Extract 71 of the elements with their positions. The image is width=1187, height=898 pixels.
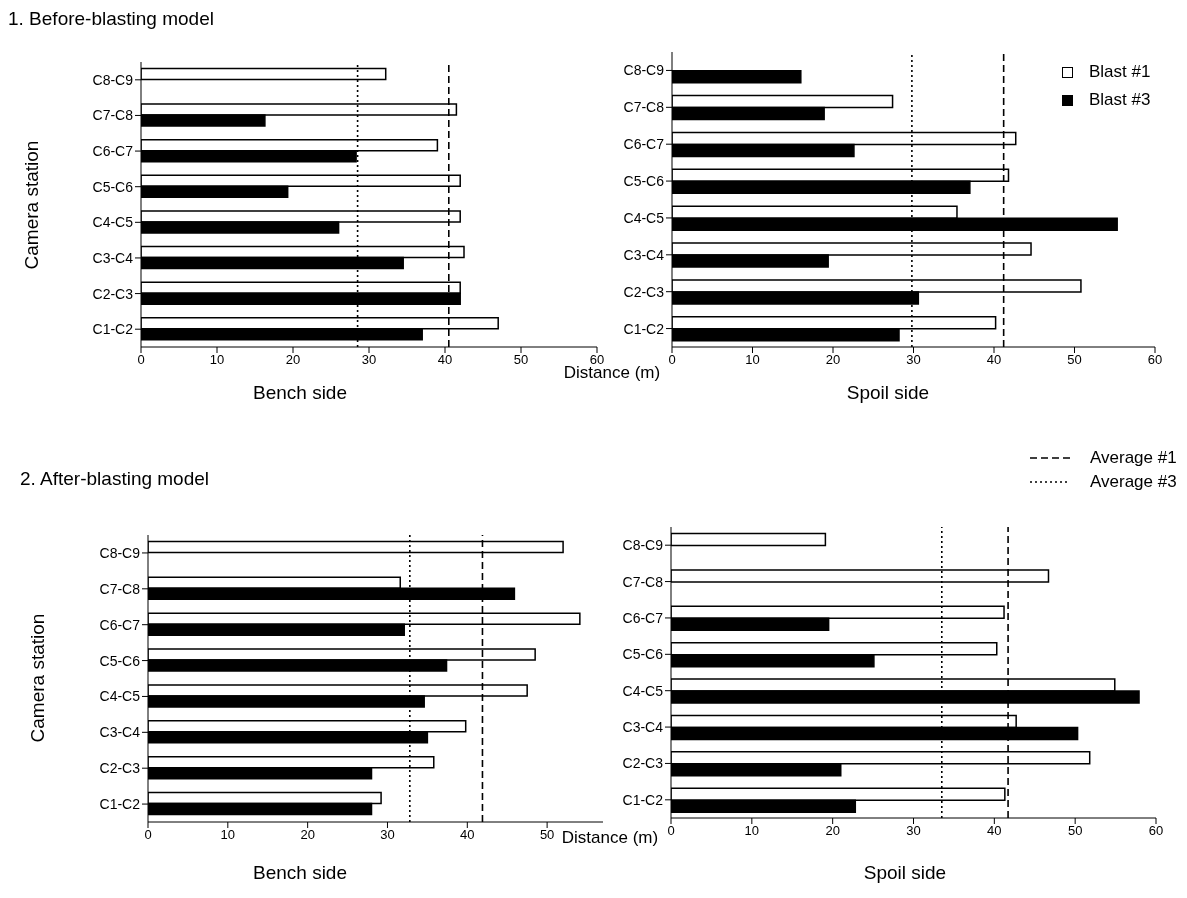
x-tick-label: 60 [1148, 823, 1164, 839]
y-tick-label: C8-C9 [622, 537, 664, 554]
text: Distance (m) [561, 828, 659, 848]
x-tick-label: 20 [825, 352, 841, 368]
x-axis-title: Spoil side [846, 382, 930, 404]
y-tick-label: C5-C6 [623, 173, 665, 190]
y-tick-label: C6-C7 [99, 616, 141, 633]
x-tick-label: 20 [825, 823, 840, 839]
x-tick-label: 10 [209, 352, 225, 368]
legend-label: Average #1 [1090, 448, 1177, 468]
y-tick-label: C1-C2 [622, 791, 664, 808]
x-tick-label: 0 [144, 827, 152, 843]
x-tick-label: 20 [285, 352, 301, 368]
legend-label: Blast #1 [1089, 62, 1151, 82]
y-tick-label: C3-C4 [622, 719, 664, 736]
chart-title: 1. Before-blasting model [8, 8, 214, 30]
y-tick-label: C3-C4 [99, 724, 141, 741]
y-tick-label: C7-C8 [92, 107, 134, 124]
y-tick-label: C2-C3 [623, 283, 665, 300]
y-axis-title: Camera station [27, 613, 49, 743]
x-tick-label: 60 [1147, 352, 1163, 368]
y-tick-label: C5-C6 [99, 652, 141, 669]
y-tick-label: C6-C7 [622, 609, 664, 626]
x-tick-label: 0 [668, 352, 676, 368]
legend-label: Average #3 [1090, 472, 1177, 492]
y-tick-label: C6-C7 [92, 143, 134, 160]
y-tick-label: C3-C4 [92, 249, 134, 266]
y-tick-label: C3-C4 [623, 246, 665, 263]
x-tick-label: 20 [300, 827, 315, 843]
y-tick-label: C8-C9 [623, 62, 665, 79]
x-tick-label: 30 [380, 827, 395, 843]
y-tick-label: C1-C2 [92, 321, 134, 338]
y-tick-label: C6-C7 [623, 136, 665, 153]
y-tick-label: C7-C8 [622, 573, 664, 590]
y-tick-label: C4-C5 [623, 209, 665, 226]
x-tick-label: 30 [906, 823, 921, 839]
x-axis-title: Spoil side [863, 862, 947, 884]
y-tick-label: C1-C2 [99, 796, 141, 813]
y-tick-label: C5-C6 [92, 178, 134, 195]
x-tick-label: 50 [513, 352, 529, 368]
y-tick-label: C4-C5 [622, 682, 664, 699]
x-tick-label: 0 [137, 352, 145, 368]
x-tick-label: 50 [1067, 823, 1083, 839]
y-tick-label: C4-C5 [99, 688, 141, 705]
y-tick-label: C4-C5 [92, 214, 134, 231]
y-tick-label: C8-C9 [92, 71, 134, 88]
x-tick-label: 50 [1067, 352, 1082, 368]
x-tick-label: 10 [744, 823, 760, 839]
y-axis-title: Camera station [21, 140, 43, 270]
y-tick-label: C8-C9 [99, 544, 141, 561]
y-tick-label: C2-C3 [92, 285, 134, 302]
x-axis-title: Bench side [252, 862, 348, 884]
x-tick-label: 40 [986, 352, 1002, 368]
x-tick-label: 40 [987, 823, 1002, 839]
x-tick-label: 0 [667, 823, 675, 839]
chart-title: 2. After-blasting model [20, 468, 210, 490]
x-tick-label: 30 [906, 352, 921, 368]
y-tick-label: C7-C8 [99, 580, 141, 597]
y-tick-label: C7-C8 [623, 99, 665, 116]
x-tick-label: 40 [460, 827, 475, 843]
legend-label: Blast #3 [1089, 90, 1151, 110]
x-tick-label: 10 [745, 352, 760, 368]
y-tick-label: C1-C2 [623, 320, 665, 337]
y-tick-label: C2-C3 [622, 755, 664, 772]
x-tick-label: 50 [539, 827, 555, 843]
x-tick-label: 40 [437, 352, 453, 368]
x-tick-label: 30 [361, 352, 377, 368]
y-tick-label: C2-C3 [99, 760, 141, 777]
x-tick-label: 10 [220, 827, 236, 843]
y-tick-label: C5-C6 [622, 646, 664, 663]
x-axis-title: Bench side [252, 382, 348, 404]
